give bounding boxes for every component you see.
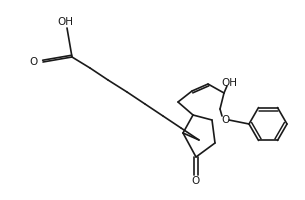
Text: OH: OH — [57, 17, 73, 27]
Text: O: O — [221, 115, 229, 125]
Text: OH: OH — [221, 78, 237, 88]
Text: O: O — [192, 176, 200, 186]
Text: O: O — [29, 57, 37, 67]
